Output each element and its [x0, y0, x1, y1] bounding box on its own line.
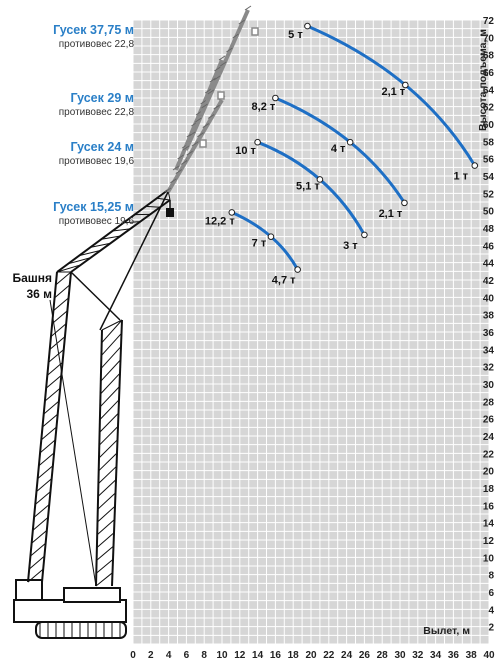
data-label: 5 т	[288, 29, 303, 41]
x-tick-label: 30	[394, 650, 406, 661]
data-point	[228, 209, 236, 216]
y-tick-label: 24	[483, 432, 495, 443]
x-tick-label: 6	[184, 650, 190, 661]
y-tick-label: 28	[483, 397, 495, 408]
y-tick-label: 10	[483, 553, 495, 564]
y-tick-label: 34	[483, 345, 495, 356]
data-label: 2,1 т	[379, 208, 403, 220]
y-tick-label: 42	[483, 276, 495, 287]
data-label: 4,7 т	[272, 275, 296, 287]
y-tick-label: 14	[483, 519, 495, 530]
y-tick-label: 38	[483, 311, 495, 322]
tower-label: Башня	[12, 271, 52, 285]
y-axis-label: Высота подъема, м	[477, 29, 489, 131]
x-tick-label: 8	[201, 650, 207, 661]
data-point	[402, 81, 409, 89]
x-tick-label: 26	[359, 650, 371, 661]
counterweight-label-15-25: противовес 19,6	[58, 216, 134, 227]
x-tick-label: 32	[412, 650, 424, 661]
y-tick-label: 62	[483, 103, 495, 114]
y-tick-label: 40	[483, 293, 495, 304]
y-tick-label: 2	[488, 623, 494, 634]
data-point	[316, 176, 324, 183]
x-tick-label: 28	[377, 650, 389, 661]
x-tick-label: 34	[430, 650, 442, 661]
x-tick-label: 0	[130, 650, 136, 661]
y-tick-label: 72	[483, 16, 495, 27]
x-tick-label: 16	[270, 650, 282, 661]
counterweight-label-29: противовес 22,8	[58, 107, 134, 118]
data-label: 3 т	[343, 240, 358, 252]
y-tick-label: 68	[483, 51, 495, 62]
y-tick-label: 48	[483, 224, 495, 235]
y-tick-label: 4	[488, 605, 494, 616]
tower-height-label: 36 м	[26, 287, 52, 301]
jib-label-15-25: Гусек 15,25 м	[53, 200, 134, 214]
x-tick-label: 36	[448, 650, 460, 661]
y-tick-label: 70	[483, 33, 495, 44]
data-point	[401, 199, 408, 207]
data-point	[294, 266, 301, 273]
x-tick-label: 40	[483, 650, 495, 661]
y-tick-label: 66	[483, 68, 495, 79]
y-tick-label: 22	[483, 449, 495, 460]
counterweight-label-24: противовес 19,6	[58, 156, 134, 167]
x-tick-label: 2	[148, 650, 154, 661]
data-point	[361, 231, 368, 239]
x-tick-label: 24	[341, 650, 353, 661]
data-point	[254, 138, 261, 146]
x-tick-label: 4	[166, 650, 172, 661]
data-label: 10 т	[235, 145, 256, 157]
y-tick-label: 64	[483, 85, 495, 96]
y-tick-label: 30	[483, 380, 495, 391]
x-tick-label: 18	[288, 650, 300, 661]
x-tick-label: 12	[234, 650, 246, 661]
data-label: 2,1 т	[381, 86, 405, 98]
data-label: 5,1 т	[296, 180, 320, 192]
data-point	[272, 94, 279, 102]
y-tick-label: 18	[483, 484, 495, 495]
counterweight-label-37-75: противовес 22,8	[58, 39, 134, 50]
x-tick-label: 10	[216, 650, 228, 661]
y-tick-label: 52	[483, 189, 495, 200]
y-tick-label: 16	[483, 501, 495, 512]
crane-illustration	[13, 5, 259, 639]
y-tick-label: 32	[483, 363, 495, 374]
y-tick-label: 20	[483, 467, 495, 478]
data-label: 4 т	[331, 143, 346, 155]
data-point	[267, 233, 275, 240]
y-tick-label: 12	[483, 536, 495, 547]
y-tick-label: 44	[483, 259, 495, 270]
x-tick-label: 20	[305, 650, 317, 661]
jib-label-29: Гусек 29 м	[70, 91, 134, 105]
x-axis-label: Вылет, м	[423, 625, 470, 637]
y-tick-label: 8	[488, 571, 494, 582]
y-tick-label: 60	[483, 120, 495, 131]
x-tick-label: 38	[466, 650, 478, 661]
y-tick-label: 56	[483, 155, 495, 166]
y-tick-label: 46	[483, 241, 495, 252]
data-label: 7 т	[252, 238, 267, 250]
data-label: 8,2 т	[252, 101, 276, 113]
x-tick-label: 22	[323, 650, 335, 661]
y-tick-label: 36	[483, 328, 495, 339]
y-tick-label: 58	[483, 137, 495, 148]
data-label: 12,2 т	[205, 215, 235, 227]
data-label: 1 т	[453, 171, 468, 183]
jib-label-37-75: Гусек 37,75 м	[53, 23, 134, 37]
data-point	[346, 138, 354, 146]
data-point	[304, 22, 311, 30]
y-tick-label: 6	[488, 588, 494, 599]
x-tick-label: 14	[252, 650, 264, 661]
jib-label-24: Гусек 24 м	[70, 140, 134, 154]
y-tick-label: 54	[483, 172, 495, 183]
y-tick-label: 26	[483, 415, 495, 426]
data-point	[471, 162, 479, 169]
y-tick-label: 50	[483, 207, 495, 218]
